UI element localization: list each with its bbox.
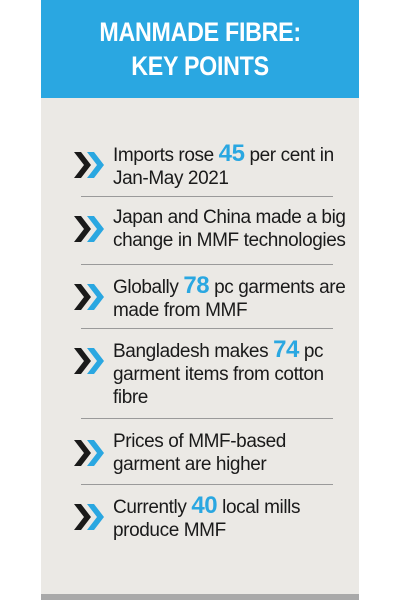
- key-point-line: garment items from cotton: [113, 364, 324, 385]
- double-chevron-right-icon: [74, 440, 104, 466]
- text-segment: per cent in: [244, 145, 334, 166]
- double-chevron-right-icon: [74, 284, 104, 310]
- text-segment: pc: [299, 341, 324, 362]
- double-chevron-right-icon: [74, 216, 104, 242]
- key-point-text: Japan and China made a big change in MMF…: [113, 206, 346, 252]
- divider: [81, 196, 333, 197]
- text-segment: Bangladesh makes: [113, 341, 274, 362]
- key-point-text: Globally 78 pc garments are made from MM…: [113, 272, 346, 322]
- divider: [81, 484, 333, 485]
- title-line-2: KEY POINTS: [131, 51, 269, 81]
- highlight-number: 40: [191, 492, 218, 519]
- key-point-line: Jan-May 2021: [113, 168, 229, 189]
- key-point-line: garment are higher: [113, 454, 267, 475]
- double-chevron-right-icon: [74, 348, 104, 374]
- highlight-number: 78: [183, 272, 210, 299]
- key-point-text: Currently 40 local mills produce MMF: [113, 494, 343, 542]
- key-point-line: change in MMF technologies: [113, 230, 346, 251]
- divider: [81, 418, 333, 419]
- key-point-text: Prices of MMF-based garment are higher: [113, 430, 343, 476]
- header-banner: MANMADE FIBRE: KEY POINTS: [41, 0, 359, 98]
- key-point-text: Imports rose 45 per cent in Jan-May 2021: [113, 142, 343, 190]
- highlight-number: 74: [273, 336, 299, 363]
- key-point-line: fibre: [113, 387, 148, 408]
- text-segment: Imports rose: [113, 145, 219, 166]
- divider: [81, 328, 333, 329]
- bottom-border: [41, 594, 359, 600]
- key-point-line: produce MMF: [113, 520, 226, 541]
- double-chevron-right-icon: [74, 152, 104, 178]
- key-point-line: Globally 78 pc garments are: [113, 272, 346, 299]
- text-segment: local mills: [217, 497, 301, 518]
- key-point-line: made from MMF: [113, 300, 248, 321]
- key-point-line: Prices of MMF-based: [113, 431, 286, 452]
- key-point-text: Bangladesh makes 74 pc garment items fro…: [113, 338, 343, 409]
- highlight-number: 45: [218, 140, 245, 167]
- title-line-1: MANMADE FIBRE:: [99, 17, 301, 47]
- text-segment: pc garments are: [209, 277, 346, 298]
- key-point-line: Imports rose 45 per cent in: [113, 142, 343, 167]
- double-chevron-right-icon: [74, 504, 104, 530]
- divider: [81, 264, 333, 265]
- key-point-line: Japan and China made a big: [113, 207, 346, 228]
- text-segment: Currently: [113, 497, 192, 518]
- key-point-line: Bangladesh makes 74 pc: [113, 338, 343, 363]
- text-segment: Globally: [113, 277, 184, 298]
- key-point-line: Currently 40 local mills: [113, 494, 343, 519]
- infographic-card: MANMADE FIBRE: KEY POINTS Imports rose 4…: [41, 0, 359, 600]
